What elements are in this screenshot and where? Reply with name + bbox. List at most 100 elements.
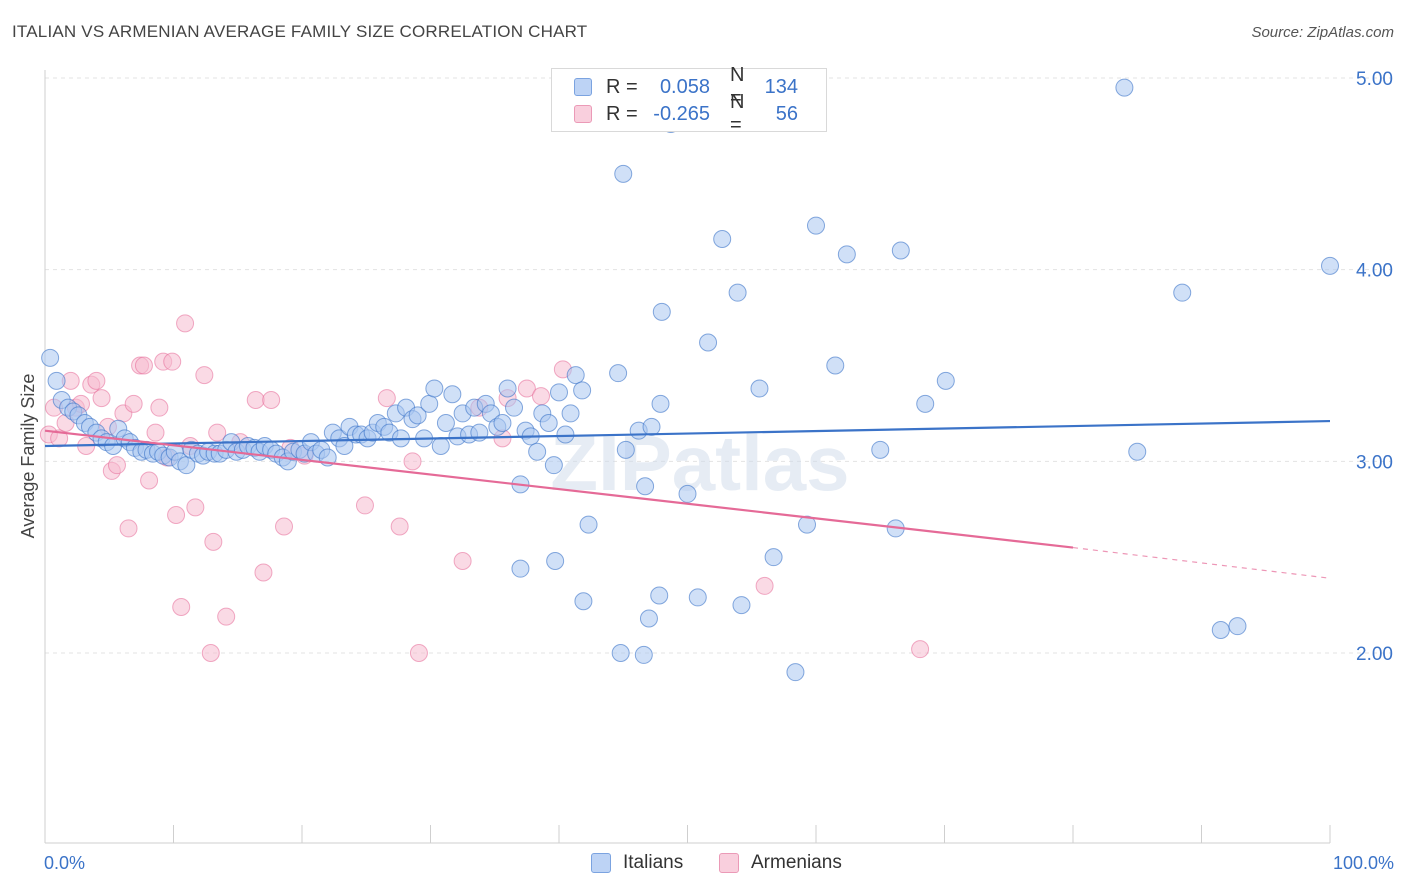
italians-point bbox=[436, 414, 455, 432]
y-tick-label: 5.00 bbox=[1356, 69, 1393, 90]
armenians-point bbox=[755, 576, 774, 595]
armenians-point bbox=[124, 394, 143, 413]
armenians-point bbox=[186, 498, 205, 517]
armenians-point bbox=[163, 352, 182, 371]
armenians-point bbox=[409, 644, 428, 662]
armenians-point bbox=[87, 371, 106, 390]
italians-point bbox=[561, 404, 580, 423]
x-tick-label: 100.0% bbox=[1333, 853, 1394, 873]
armenians-point bbox=[453, 552, 472, 570]
italians-point bbox=[764, 548, 783, 567]
italians-point bbox=[871, 440, 890, 459]
armenians-point bbox=[140, 471, 159, 490]
italians-point bbox=[41, 348, 60, 367]
italians-point bbox=[916, 394, 935, 413]
y-tick-label: 3.00 bbox=[1356, 452, 1393, 473]
trend-lines bbox=[44, 419, 1331, 579]
armenians-point bbox=[377, 389, 396, 408]
axes bbox=[44, 70, 1331, 844]
armenians-point bbox=[532, 387, 551, 406]
armenians-point bbox=[254, 563, 273, 582]
italians-point bbox=[443, 385, 462, 404]
armenians-point bbox=[517, 379, 536, 398]
italians-point bbox=[651, 394, 670, 413]
tick-labels: 2.00 3.00 4.00 5.00 0.0% 100.0% Average Family… bbox=[18, 69, 1394, 873]
stats-legend: R = 0.058 N = 134 R = -0.265 N = 56 bbox=[551, 64, 827, 136]
legend-item-armenians[interactable]: Armenians bbox=[719, 852, 842, 874]
italians-point bbox=[566, 366, 585, 385]
italians-point bbox=[493, 414, 512, 432]
italians-point bbox=[546, 552, 565, 570]
italians-legend-swatch bbox=[591, 853, 611, 873]
italians-point bbox=[574, 592, 593, 611]
italians-point bbox=[505, 398, 524, 417]
series-legend: Italians Armenians bbox=[0, 852, 1406, 876]
italians-point bbox=[807, 216, 825, 235]
armenians-point bbox=[403, 452, 422, 471]
italians-point bbox=[652, 302, 671, 321]
italians-point bbox=[699, 333, 718, 352]
italians-point bbox=[634, 645, 653, 664]
italians-point bbox=[579, 515, 598, 534]
italians-point bbox=[573, 381, 592, 400]
italians-point bbox=[837, 245, 856, 264]
armenians-point bbox=[176, 314, 195, 333]
italians-point bbox=[650, 586, 669, 605]
legend-row-italians: R = 0.058 N = 134 bbox=[574, 64, 798, 109]
armenians-point bbox=[92, 389, 111, 408]
italians-point bbox=[1128, 442, 1147, 461]
armenians-point bbox=[195, 366, 214, 385]
italians-point bbox=[408, 406, 427, 425]
italians-point bbox=[550, 383, 568, 402]
n-label: N = bbox=[730, 91, 745, 136]
italians-points bbox=[41, 78, 1339, 682]
armenians-point bbox=[390, 517, 409, 536]
armenians-trend-line bbox=[44, 429, 1074, 549]
chart-title: ITALIAN VS ARMENIAN AVERAGE FAMILY SIZE … bbox=[12, 22, 588, 41]
armenians-point bbox=[146, 423, 165, 442]
italians-point bbox=[616, 440, 635, 459]
y-tick-label: 4.00 bbox=[1356, 261, 1393, 282]
armenians-point bbox=[275, 517, 294, 536]
armenians-trend-extension bbox=[1072, 546, 1331, 579]
armenians-point bbox=[217, 607, 236, 626]
armenians-point bbox=[911, 640, 930, 659]
r-label: R = bbox=[606, 102, 638, 125]
armenians-legend-swatch bbox=[719, 853, 739, 873]
italians-point bbox=[609, 364, 628, 383]
italians-point bbox=[420, 394, 439, 413]
italians-point bbox=[431, 437, 450, 455]
italians-point bbox=[728, 283, 747, 302]
armenians-point bbox=[355, 496, 374, 515]
armenians-legend-label: Armenians bbox=[751, 852, 842, 873]
armenians-point bbox=[50, 429, 69, 448]
armenians-point bbox=[262, 391, 281, 409]
armenians-point bbox=[172, 598, 191, 616]
armenians-point bbox=[208, 423, 227, 442]
source-label: Source: ZipAtlas.com bbox=[1251, 24, 1394, 41]
y-tick-label: 2.00 bbox=[1356, 644, 1393, 665]
italians-trend-line bbox=[44, 419, 1331, 448]
legend-item-italians[interactable]: Italians bbox=[591, 852, 683, 874]
italians-point bbox=[891, 241, 910, 260]
legend-row-armenians: R = -0.265 N = 56 bbox=[574, 91, 798, 136]
italians-swatch bbox=[574, 78, 592, 96]
italians-point bbox=[544, 456, 563, 475]
italians-point bbox=[786, 663, 805, 682]
italians-point bbox=[1228, 617, 1247, 636]
italians-point bbox=[614, 164, 633, 183]
italians-point bbox=[498, 379, 517, 398]
armenians-point bbox=[246, 391, 265, 409]
italians-point bbox=[335, 437, 354, 455]
italians-point bbox=[1211, 621, 1230, 639]
italians-point bbox=[511, 559, 530, 578]
italians-point bbox=[678, 484, 697, 503]
gridlines bbox=[45, 77, 1392, 654]
italians-point bbox=[642, 417, 661, 436]
italians-point bbox=[798, 515, 817, 534]
n-value: 134 bbox=[764, 75, 798, 98]
italians-point bbox=[936, 371, 955, 390]
italians-point bbox=[528, 442, 547, 461]
italians-point bbox=[556, 425, 575, 444]
